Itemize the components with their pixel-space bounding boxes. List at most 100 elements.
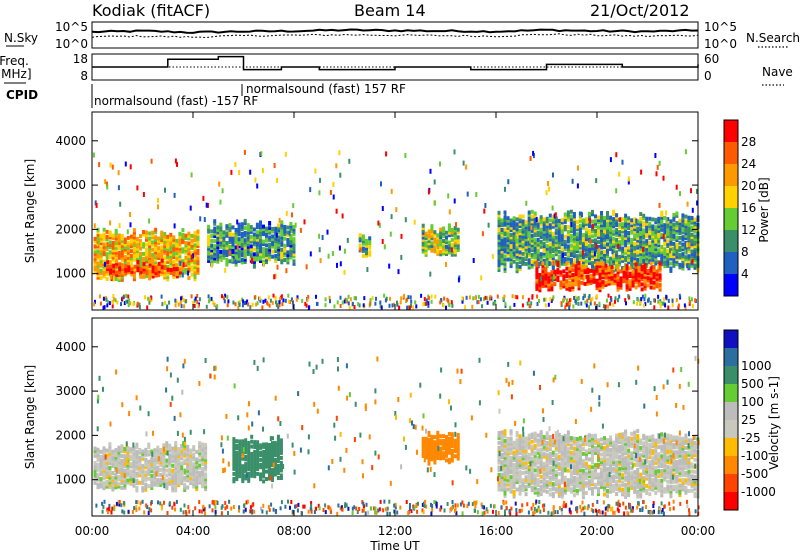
heatmap-cell [141,449,145,454]
heatmap-cell [660,213,664,218]
heatmap-cell [285,268,288,274]
heatmap-cell [192,469,196,474]
heatmap-cell [524,249,528,254]
heatmap-cell [594,231,597,236]
heatmap-cell [135,466,139,471]
heatmap-cell [358,235,362,240]
heatmap-cell [575,256,579,261]
heatmap-cell [388,263,391,269]
heatmap-cell [145,268,149,273]
heatmap-cell [280,250,284,255]
heatmap-cell [536,465,540,470]
heatmap-cell [542,478,546,483]
heatmap-cell [666,219,670,224]
heatmap-cell [150,456,154,461]
heatmap-cell [566,225,570,229]
heatmap-cell [636,233,640,238]
heatmap-cell [124,161,127,167]
heatmap-cell [630,262,634,267]
heatmap-cell [595,286,599,291]
heatmap-cell [368,245,372,250]
heatmap-cell [93,259,97,264]
heatmap-cell [653,298,656,303]
heatmap-cell [279,448,283,453]
heatmap-cell [636,252,640,257]
heatmap-cell [171,468,175,473]
heatmap-cell [129,241,133,246]
heatmap-cell [96,452,100,457]
heatmap-cell [652,265,656,270]
heatmap-cell [640,269,644,274]
heatmap-cell [545,224,549,229]
heatmap-cell [657,226,661,231]
heatmap-cell [338,150,341,156]
heatmap-cell [545,219,549,224]
heatmap-cell [503,256,507,261]
heatmap-cell [557,454,561,459]
heatmap-cell [553,272,557,277]
heatmap-cell [642,250,646,255]
heatmap-cell [542,483,546,488]
heatmap-cell [172,240,176,245]
heatmap-cell [521,239,525,244]
heatmap-cell [615,245,619,250]
heatmap-cell [240,253,244,258]
heatmap-cell [169,240,173,244]
heatmap-cell [551,234,555,239]
heatmap-cell [551,246,555,251]
heatmap-cell [569,487,573,492]
heatmap-cell [102,461,106,466]
heatmap-cell [563,438,567,443]
heatmap-cell [142,262,146,267]
heatmap-cell [172,245,176,250]
heatmap-cell [633,217,637,222]
heatmap-cell [451,303,454,308]
heatmap-cell [533,438,537,443]
heatmap-cell [645,259,649,263]
heatmap-cell [436,242,440,247]
heatmap-cell [252,227,256,232]
heatmap-cell [190,294,193,299]
heatmap-cell [497,265,501,270]
heatmap-cell [180,296,182,301]
heatmap-cell [630,260,634,265]
heatmap-cell [554,242,558,247]
heatmap-cell [154,227,158,232]
heatmap-cell [130,262,133,268]
heatmap-cell [132,255,136,260]
heatmap-cell [279,450,283,455]
heatmap-cell [150,466,154,471]
heatmap-cell [503,215,507,220]
heatmap-cell [108,485,112,490]
heatmap-cell [163,234,167,239]
heatmap-cell [524,470,528,475]
heatmap-cell [563,433,567,438]
heatmap-cell [634,275,638,280]
heatmap-cell [102,453,106,458]
heatmap-cell [647,298,649,303]
heatmap-cell [581,475,585,480]
heatmap-cell [406,305,409,310]
heatmap-cell [147,445,151,450]
heatmap-cell [343,248,346,254]
heatmap-cell [511,294,514,299]
heatmap-cell [259,453,263,458]
heatmap-cell [108,250,112,255]
heatmap-cell [250,459,254,464]
heatmap-cell [195,459,199,464]
heatmap-cell [343,269,346,275]
heatmap-cell [151,274,155,279]
heatmap-cell [142,256,145,261]
heatmap-cell [184,258,188,263]
heatmap-cell [524,451,528,456]
heatmap-cell [256,454,260,459]
heatmap-cell [575,239,579,244]
heatmap-cell [193,253,197,257]
heatmap-cell [497,253,501,258]
heatmap-cell [651,234,655,239]
heatmap-cell [96,450,100,455]
heatmap-cell [262,444,266,449]
heatmap-cell [666,241,670,246]
heatmap-cell [249,239,253,244]
heatmap-cell [289,241,293,246]
